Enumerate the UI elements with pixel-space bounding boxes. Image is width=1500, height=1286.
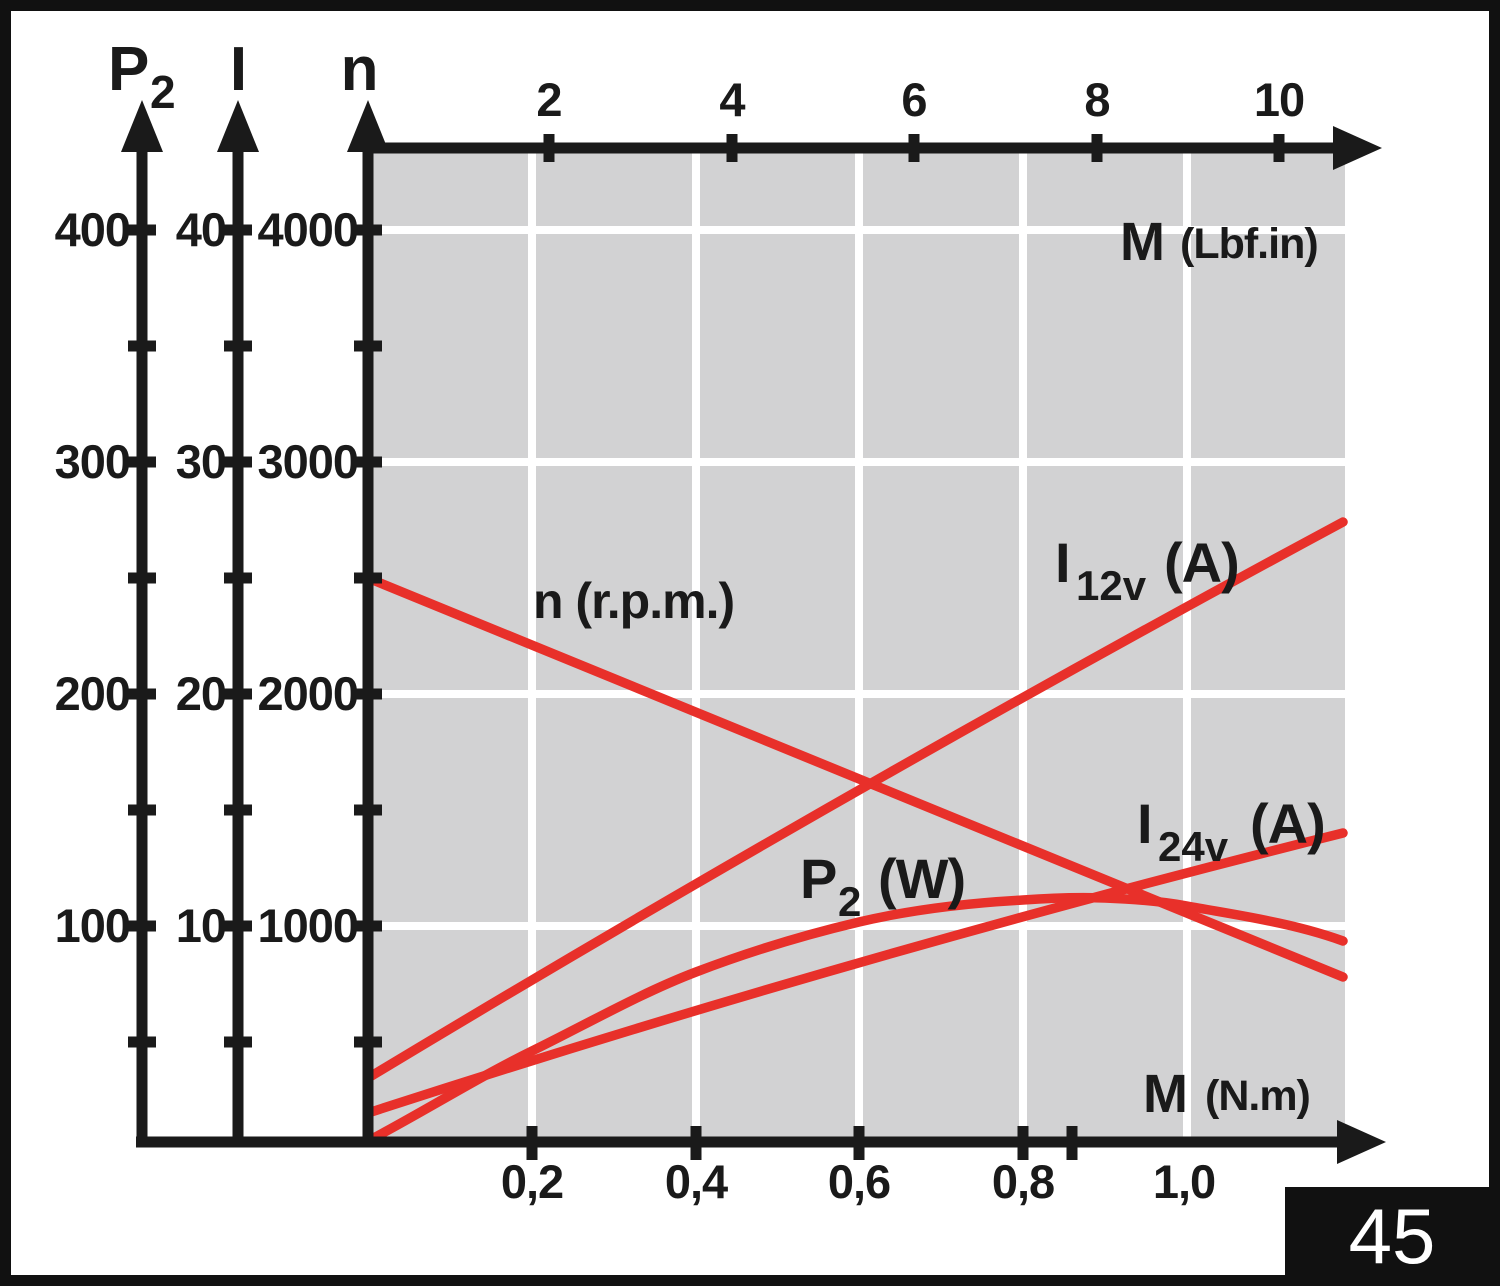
page-number: 45 — [1349, 1192, 1436, 1280]
i-tick-30: 30 — [176, 435, 226, 488]
p2-tick-100: 100 — [55, 899, 130, 952]
p2-tick-400: 400 — [55, 203, 130, 256]
i-tick-10: 10 — [176, 899, 226, 952]
page-number-box — [1285, 1187, 1500, 1286]
bottom-tick-0-6: 0,6 — [828, 1155, 890, 1208]
top-axis-arrow-icon — [1333, 126, 1382, 170]
n-tick-4000: 4000 — [257, 203, 358, 256]
p2-axis-title: P — [108, 35, 148, 104]
top-axis-ticks — [543, 134, 1285, 162]
svg-text:12v: 12v — [1076, 562, 1147, 609]
svg-text:(A): (A) — [1250, 792, 1325, 855]
bottom-tick-0-4: 0,4 — [665, 1155, 728, 1208]
curve-label-n-rpm: n (r.p.m.) — [533, 573, 734, 629]
bottom-axis-ticks — [526, 1126, 1078, 1160]
left-tick-labels: 400 300 200 100 40 30 20 10 4000 3000 20… — [55, 203, 359, 952]
curves — [363, 517, 1348, 1146]
n-axis-arrow-icon — [347, 100, 389, 152]
curve-label-i12v: I 12v (A) — [1055, 531, 1240, 609]
axis-arrowheads — [121, 100, 1386, 1164]
svg-text:I: I — [1055, 531, 1070, 594]
i-axis-ticks — [224, 224, 252, 1048]
i-axis-title: I — [230, 35, 246, 104]
top-tick-6: 6 — [901, 73, 926, 126]
top-tick-4: 4 — [719, 73, 745, 126]
page-number-tab: 45 — [1285, 1187, 1500, 1286]
svg-text:(W): (W) — [878, 847, 965, 910]
axis-unit-labels: M (Lbf.in) M (N.m) — [1120, 212, 1319, 1124]
top-axis-unit: (Lbf.in) — [1180, 220, 1318, 268]
bottom-axis-unit-m: M — [1143, 1064, 1187, 1124]
top-tick-10: 10 — [1254, 73, 1304, 126]
i-tick-20: 20 — [176, 667, 226, 720]
bottom-tick-0-2: 0,2 — [501, 1155, 563, 1208]
svg-text:24v: 24v — [1158, 823, 1229, 870]
bottom-axis-arrow-icon — [1337, 1120, 1386, 1164]
p2-tick-300: 300 — [55, 435, 130, 488]
axis-titles: P 2 I n — [108, 35, 378, 118]
bottom-tick-0-8: 0,8 — [992, 1155, 1054, 1208]
axis-ticks — [128, 134, 1285, 1160]
p2-axis-ticks — [128, 224, 156, 1048]
bottom-tick-labels: 0,2 0,4 0,6 0,8 1,0 — [501, 1155, 1216, 1208]
svg-text:2: 2 — [838, 878, 861, 925]
p2-tick-200: 200 — [55, 667, 130, 720]
svg-text:I: I — [1137, 792, 1152, 855]
p2-axis-arrow-icon — [121, 100, 163, 152]
bottom-tick-1-0: 1,0 — [1153, 1155, 1215, 1208]
curve-label-p2: P 2 (W) — [800, 847, 966, 925]
n-axis-title: n — [341, 35, 378, 104]
curve-label-i24v: I 24v (A) — [1137, 792, 1326, 870]
curve-labels: n (r.p.m.) P 2 (W) I 12v (A) I 24v (A) — [533, 531, 1326, 925]
curve-i12v — [363, 517, 1348, 1083]
top-tick-labels: 2 4 6 8 10 — [536, 73, 1305, 126]
top-axis-unit-m: M — [1120, 212, 1164, 272]
n-tick-3000: 3000 — [257, 435, 358, 488]
p2-axis-title-sub: 2 — [150, 66, 176, 118]
axis-lines — [136, 115, 1344, 1148]
curve-n-rpm — [363, 573, 1348, 982]
top-tick-2: 2 — [536, 73, 561, 126]
i-axis-arrow-icon — [217, 100, 259, 152]
svg-text:(A): (A) — [1164, 531, 1239, 594]
n-axis-ticks — [354, 224, 382, 1048]
i-tick-40: 40 — [176, 203, 226, 256]
curve-p2 — [363, 892, 1348, 1146]
top-tick-8: 8 — [1084, 73, 1109, 126]
bottom-axis-unit: (N.m) — [1205, 1072, 1310, 1120]
n-tick-2000: 2000 — [257, 667, 358, 720]
svg-text:P: P — [800, 847, 836, 910]
gridlines — [368, 148, 1345, 1142]
n-tick-1000: 1000 — [257, 899, 358, 952]
